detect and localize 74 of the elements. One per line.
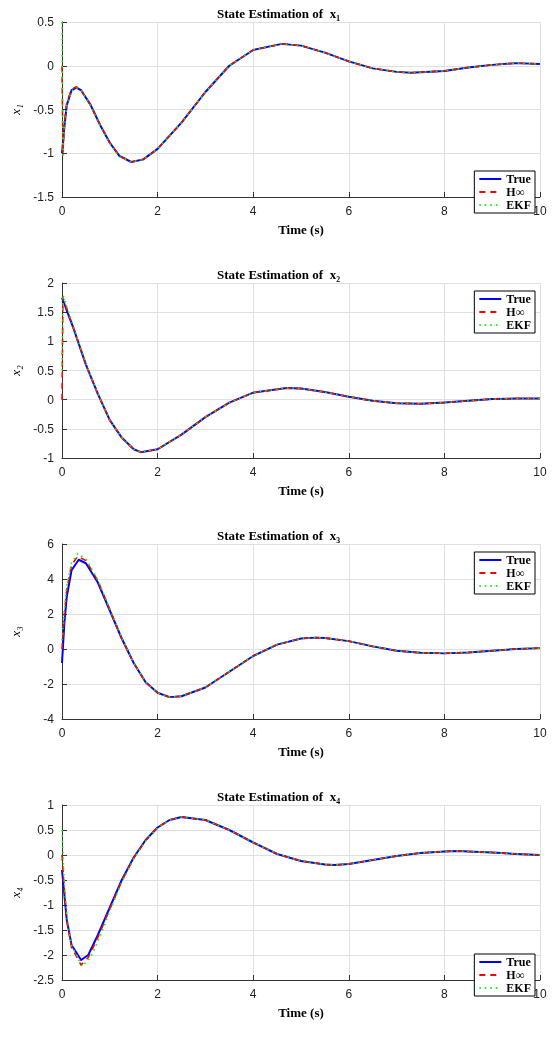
y-tick-label: 6 [47, 537, 55, 551]
y-tick-label: 0 [47, 848, 55, 862]
x-tick-label: 4 [249, 465, 257, 479]
y-tick-label: -2 [43, 948, 55, 962]
y-tick-label: 0 [47, 642, 55, 656]
x-axis-title: Time (s) [278, 1005, 324, 1020]
x-tick-label: 2 [154, 726, 162, 740]
legend-label: H∞ [506, 185, 525, 199]
y-tick-label: 1 [47, 334, 55, 349]
legend-label: True [506, 172, 532, 186]
legend-label: EKF [506, 981, 531, 995]
legend-label: EKF [506, 579, 531, 593]
x-tick-label: 0 [58, 987, 66, 1001]
y-tick-label: -0.5 [33, 102, 55, 117]
x-tick-label: 8 [441, 726, 449, 740]
y-tick-label: -2 [43, 677, 55, 691]
legend-label: EKF [506, 198, 531, 212]
chart-title: State Estimation of x₂ [216, 267, 341, 282]
y-axis-title: x₁ [8, 104, 23, 116]
x-axis-title: Time (s) [278, 483, 324, 498]
y-tick-label: 2 [47, 276, 55, 290]
x-tick-label: 6 [345, 465, 353, 479]
y-tick-label: 0.5 [37, 363, 55, 378]
legend-label: H∞ [506, 968, 525, 982]
legend-label: True [506, 553, 532, 567]
y-tick-label: -2.5 [33, 973, 55, 987]
x-tick-label: 2 [154, 465, 162, 479]
y-tick-label: -1 [43, 451, 55, 465]
x-axis-title: Time (s) [278, 222, 324, 237]
x-tick-label: 8 [441, 465, 449, 479]
y-axis-title: x₂ [8, 364, 23, 377]
y-tick-label: -1 [43, 898, 55, 912]
y-tick-label: -4 [43, 712, 55, 726]
legend-label: H∞ [506, 566, 525, 580]
x-tick-label: 4 [249, 987, 257, 1001]
y-tick-label: 2 [47, 607, 55, 621]
x-tick-label: 0 [58, 726, 66, 740]
y-tick-label: -1.5 [33, 190, 55, 204]
x-tick-label: 6 [345, 204, 353, 218]
y-axis-title: x₃ [8, 626, 23, 638]
x-tick-label: 10 [533, 465, 547, 479]
legend-label: True [506, 292, 532, 306]
y-tick-label: 0.5 [37, 15, 55, 29]
x-tick-label: 10 [533, 987, 547, 1001]
x-tick-label: 2 [154, 987, 162, 1001]
y-tick-label: -1 [43, 146, 55, 161]
x-tick-label: 0 [58, 465, 66, 479]
y-tick-label: 0.5 [37, 823, 55, 837]
chart-title: State Estimation of x₁ [216, 6, 341, 21]
y-tick-label: -0.5 [33, 873, 55, 887]
x-tick-label: 8 [441, 987, 449, 1001]
x-tick-label: 6 [345, 987, 353, 1001]
x-tick-label: 10 [533, 726, 547, 740]
chart-title: State Estimation of x₄ [216, 789, 341, 804]
x-tick-label: 4 [249, 726, 257, 740]
x-tick-label: 8 [441, 204, 449, 218]
x-tick-label: 6 [345, 726, 353, 740]
y-tick-label: 4 [47, 572, 55, 586]
legend-label: H∞ [506, 305, 525, 319]
chart-title: State Estimation of x₃ [216, 528, 341, 543]
y-tick-label: -0.5 [33, 421, 55, 436]
x-tick-label: 2 [154, 204, 162, 218]
y-axis-title: x₄ [8, 886, 23, 899]
x-tick-label: 4 [249, 204, 257, 218]
x-tick-label: 0 [58, 204, 66, 218]
y-tick-label: -1.5 [33, 923, 55, 937]
y-tick-label: 0 [47, 392, 55, 407]
x-axis-title: Time (s) [278, 744, 324, 759]
legend-label: EKF [506, 318, 531, 332]
y-tick-label: 1 [47, 798, 55, 812]
legend-label: True [506, 955, 532, 969]
y-tick-label: 1.5 [37, 305, 55, 320]
y-tick-label: 0 [47, 58, 55, 73]
x-tick-label: 10 [533, 204, 547, 218]
